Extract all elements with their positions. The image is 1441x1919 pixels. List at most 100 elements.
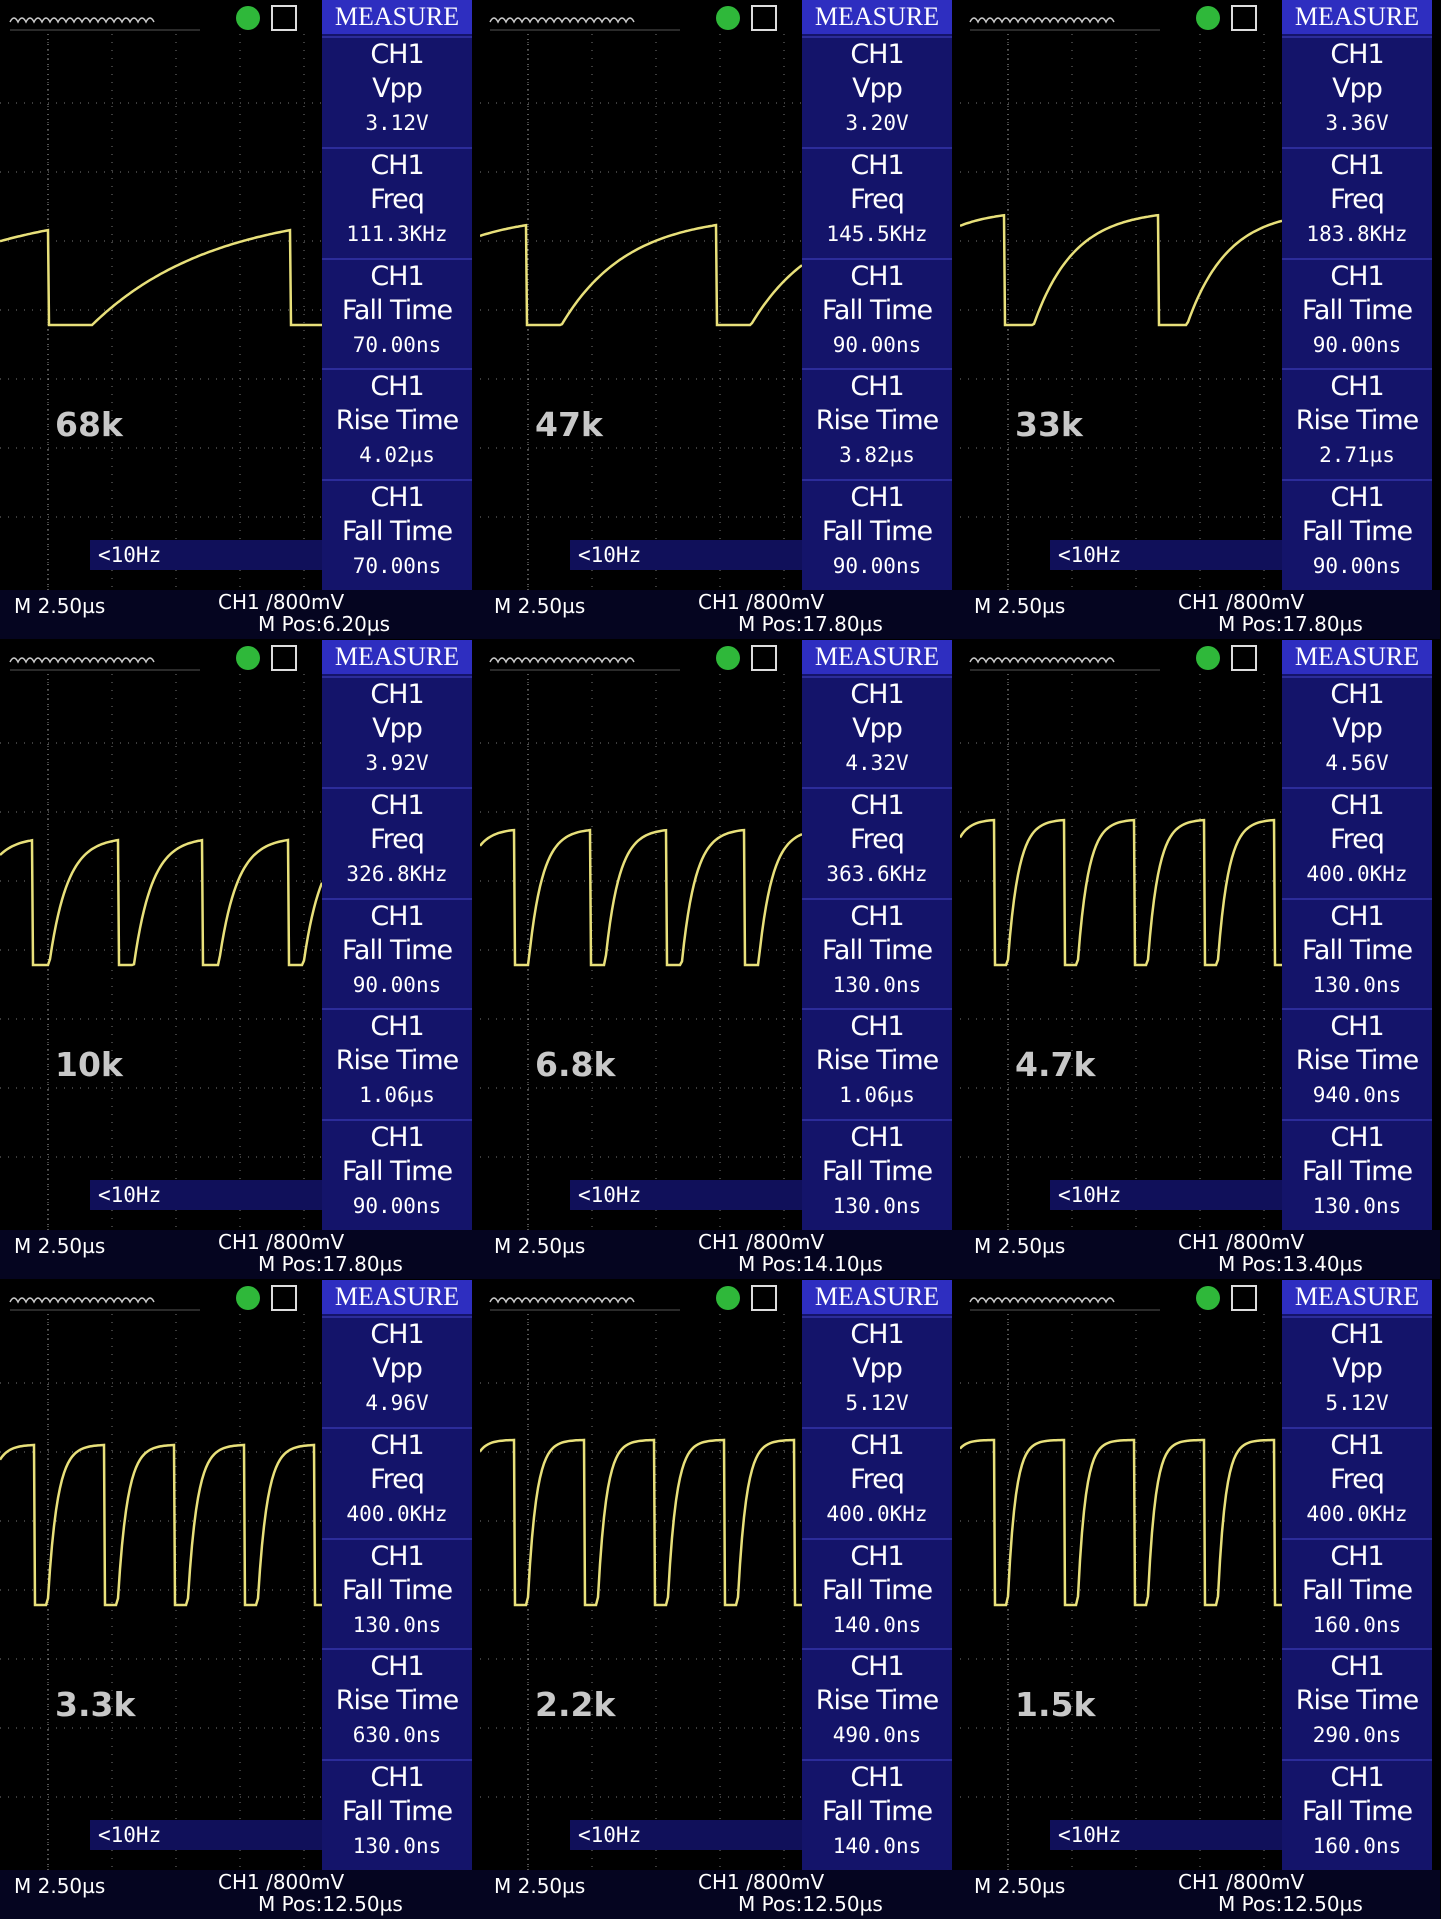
measure-name: Freq [1282,823,1432,857]
measurement: CH1Fall Time90.00ns [802,258,952,368]
measure-value: 90.00ns [1282,549,1432,583]
measure-source: CH1 [1282,149,1432,183]
measure-value: 90.00ns [322,968,472,1002]
time-position: M Pos:17.80µs [1218,612,1363,636]
trigger-frequency: <10Hz [1050,540,1282,570]
measure-source: CH1 [322,678,472,712]
measurement: CH1Rise Time3.82µs [802,368,952,478]
measurement: CH1Fall Time90.00ns [1282,258,1432,368]
measure-name: Fall Time [322,1795,472,1829]
measurement: CH1Fall Time90.00ns [802,479,952,589]
measure-name: Freq [802,823,952,857]
measure-name: Freq [802,183,952,217]
save-icon [272,1286,296,1310]
measure-source: CH1 [322,38,472,72]
measure-source: CH1 [1282,1761,1432,1795]
measure-name: Rise Time [802,404,952,438]
resistor-label: 2.2k [535,1685,615,1724]
measurement: CH1Fall Time70.00ns [322,258,472,368]
status-bar: M 2.50µsCH1 /800mVM Pos:12.50µs [480,1870,960,1919]
timebase: M 2.50µs [974,594,1065,618]
timebase: M 2.50µs [974,1234,1065,1258]
measurement: CH1Freq400.0KHz [1282,1427,1432,1537]
menu-title: MEASURE [1282,640,1432,674]
measure-value: 4.56V [1282,746,1432,780]
trigger-frequency: <10Hz [1050,1820,1282,1850]
measure-value: 3.36V [1282,106,1432,140]
measure-source: CH1 [1282,370,1432,404]
timebase: M 2.50µs [974,1874,1065,1898]
time-position: M Pos:14.10µs [738,1252,883,1276]
save-icon [1232,1286,1256,1310]
measure-source: CH1 [802,1650,952,1684]
measure-source: CH1 [1282,1650,1432,1684]
measure-name: Freq [1282,1463,1432,1497]
measure-value: 140.0ns [802,1829,952,1863]
measure-name: Vpp [802,1352,952,1386]
measure-name: Rise Time [1282,404,1432,438]
scope-screen [960,1280,1282,1870]
measure-source: CH1 [802,1318,952,1352]
measure-value: 4.02µs [322,438,472,472]
channel-scale: CH1 /800mV [698,1870,824,1894]
measure-name: Rise Time [322,404,472,438]
measure-value: 70.00ns [322,549,472,583]
measurement: CH1Vpp4.32V [802,676,952,786]
time-position: M Pos:13.40µs [1218,1252,1363,1276]
resistor-label: 47k [535,405,603,444]
menu-title: MEASURE [1282,1280,1432,1314]
menu-title: MEASURE [802,640,952,674]
run-icon [236,1286,260,1310]
measurement: CH1Fall Time160.0ns [1282,1538,1432,1648]
measure-value: 400.0KHz [1282,1497,1432,1531]
measure-value: 3.92V [322,746,472,780]
trigger-frequency: <10Hz [570,1820,802,1850]
measure-source: CH1 [802,38,952,72]
measure-value: 4.96V [322,1386,472,1420]
measurement: CH1Fall Time90.00ns [322,898,472,1008]
measure-name: Vpp [802,72,952,106]
measure-source: CH1 [322,1429,472,1463]
resistor-label: 1.5k [1015,1685,1095,1724]
measure-name: Fall Time [802,1795,952,1829]
scope-screen [0,1280,322,1870]
resistor-label: 33k [1015,405,1083,444]
measure-source: CH1 [1282,1010,1432,1044]
scope-screen [480,640,802,1230]
measurement: CH1Freq326.8KHz [322,787,472,897]
measure-value: 130.0ns [322,1608,472,1642]
measure-value: 940.0ns [1282,1078,1432,1112]
measure-source: CH1 [322,260,472,294]
measurement: CH1Vpp3.36V [1282,36,1432,146]
measure-value: 90.00ns [802,328,952,362]
scope-panel: 6.8k<10HzMEASURECH1Vpp4.32VCH1Freq363.6K… [480,640,960,1279]
menu-title: MEASURE [1282,0,1432,34]
waveform [0,230,322,325]
measure-value: 630.0ns [322,1718,472,1752]
measure-source: CH1 [802,149,952,183]
measure-source: CH1 [322,1761,472,1795]
measure-value: 70.00ns [322,328,472,362]
measure-value: 130.0ns [802,1189,952,1223]
measure-source: CH1 [802,1761,952,1795]
measure-value: 140.0ns [802,1608,952,1642]
measure-source: CH1 [322,1010,472,1044]
measure-source: CH1 [802,678,952,712]
run-icon [716,6,740,30]
measure-source: CH1 [802,900,952,934]
resistor-label: 3.3k [55,1685,135,1724]
run-icon [236,646,260,670]
measure-source: CH1 [1282,1540,1432,1574]
measure-value: 145.5KHz [802,217,952,251]
measure-source: CH1 [322,1121,472,1155]
save-icon [1232,646,1256,670]
channel-scale: CH1 /800mV [1178,1230,1304,1254]
scope-screen [0,640,322,1230]
measure-name: Fall Time [322,1155,472,1189]
